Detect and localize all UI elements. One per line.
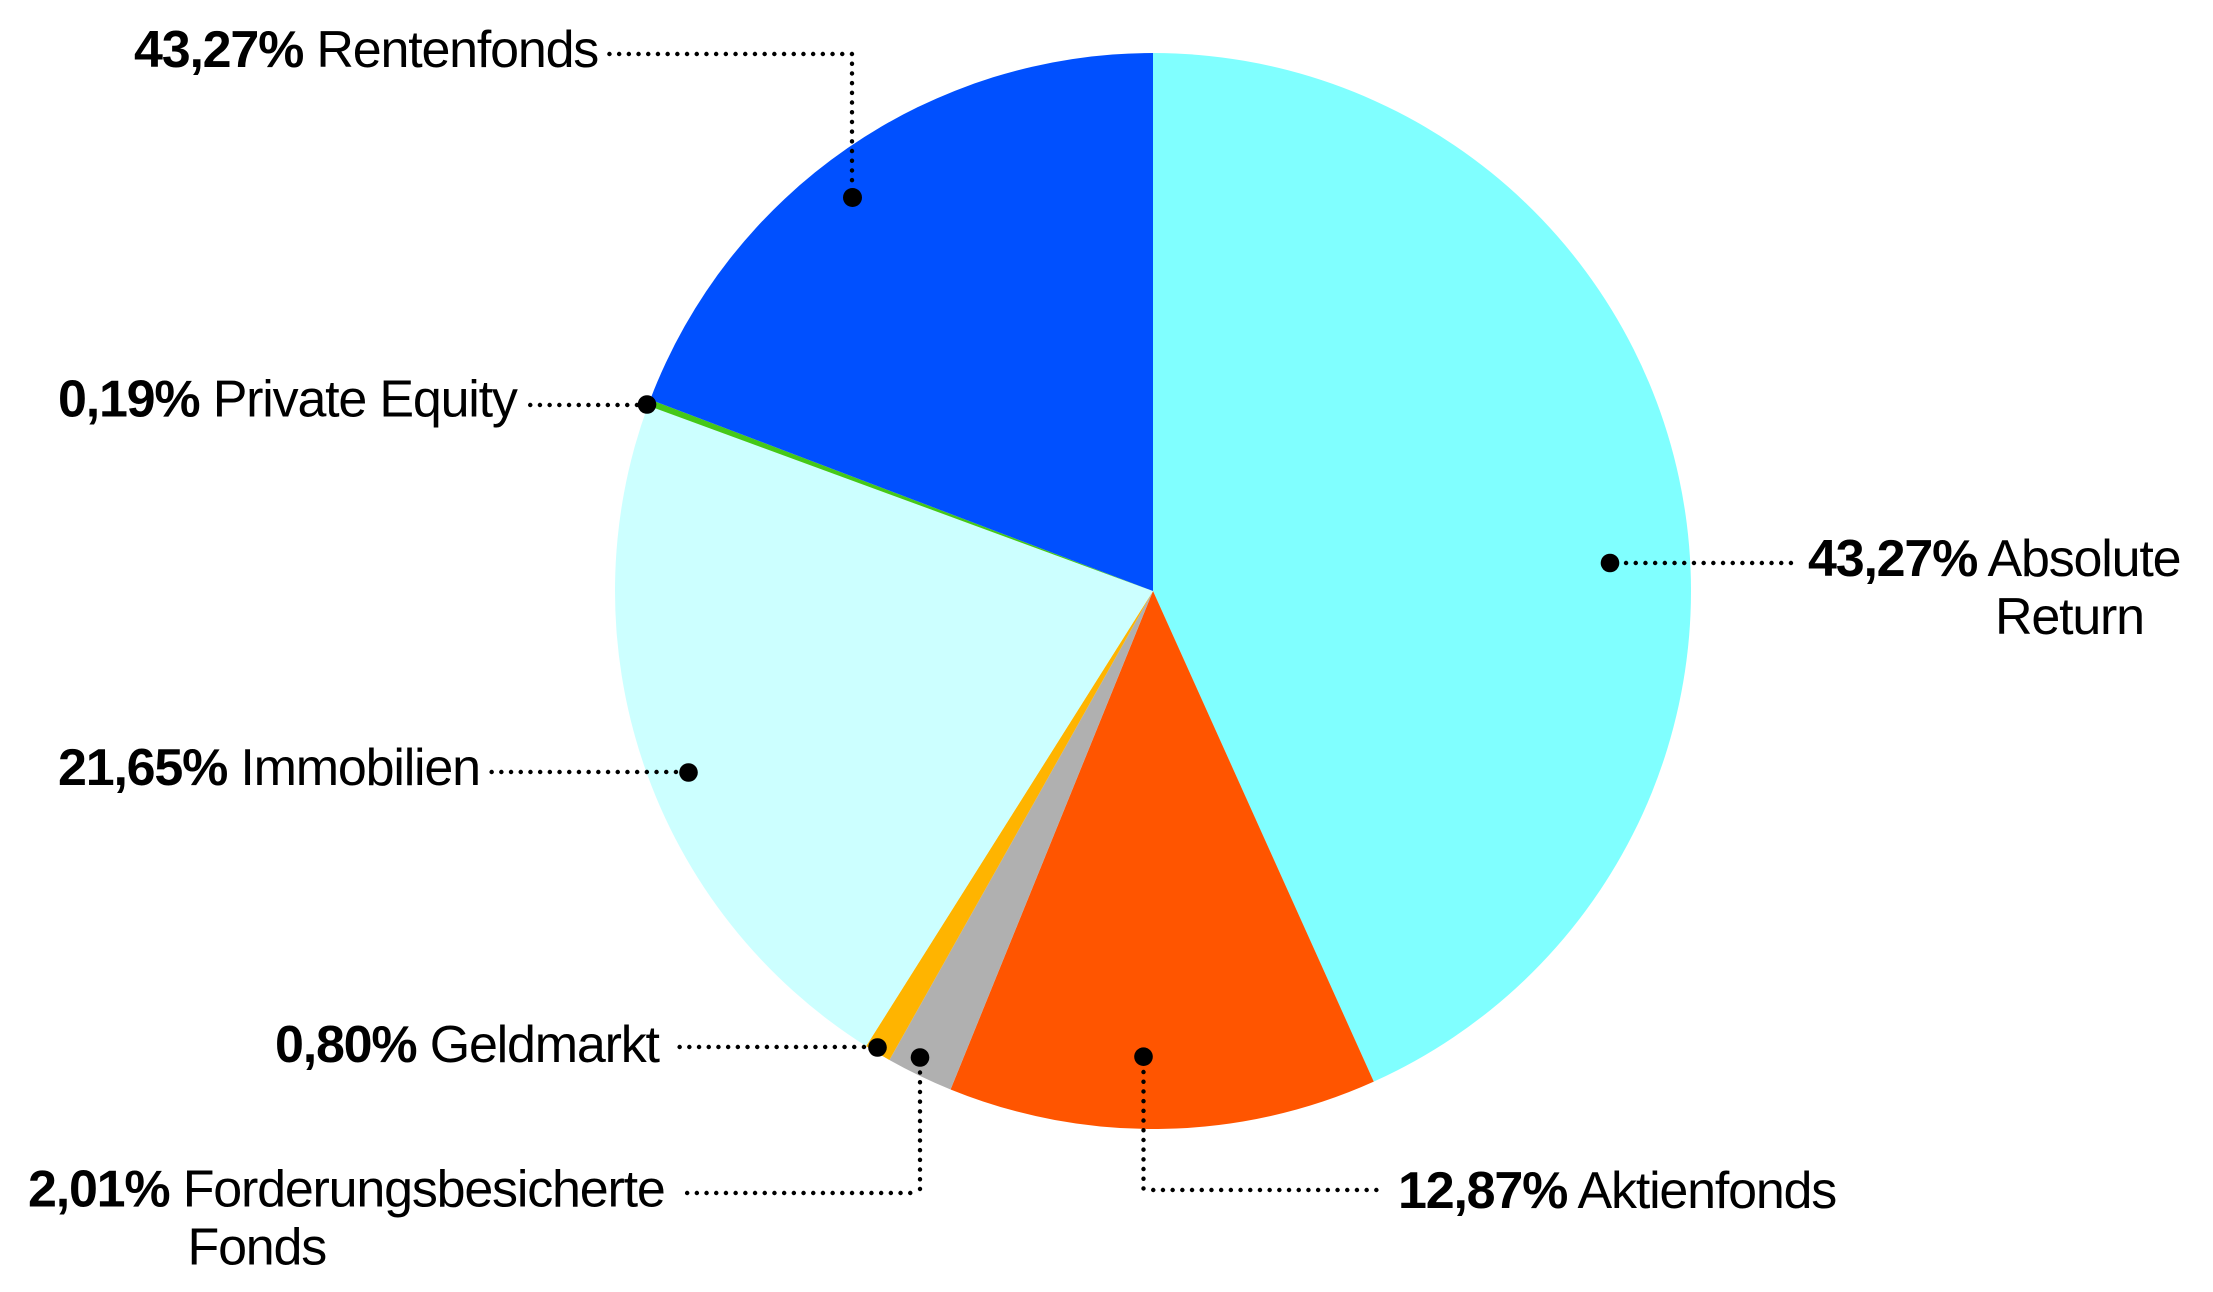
svg-text:43,27% Absolute: 43,27% Absolute [1808,530,2180,588]
svg-text:0,80% Geldmarkt: 0,80% Geldmarkt [275,1016,660,1074]
svg-text:0,19% Private Equity: 0,19% Private Equity [58,371,518,429]
svg-text:Return: Return [1995,588,2144,646]
svg-text:21,65% Immobilien: 21,65% Immobilien [58,739,480,797]
svg-text:2,01% Forderungsbesicherte: 2,01% Forderungsbesicherte [28,1161,665,1219]
svg-text:12,87% Aktienfonds: 12,87% Aktienfonds [1398,1162,1836,1220]
svg-text:43,27% Rentenfonds: 43,27% Rentenfonds [134,21,598,79]
svg-text:Fonds: Fonds [188,1219,327,1277]
